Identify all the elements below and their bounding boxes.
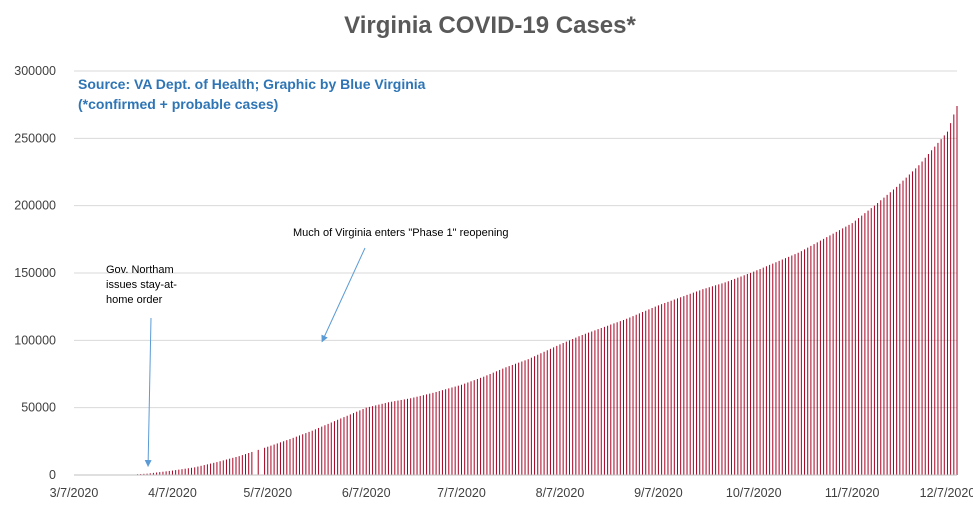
x-tick-label: 3/7/2020	[50, 486, 99, 500]
annotation-stay-at-home: home order	[106, 294, 163, 306]
annotation-stay-at-home: issues stay-at-	[106, 279, 177, 291]
arrow-stay-at-home	[144, 317, 152, 468]
x-tick-label: 9/7/2020	[634, 486, 683, 500]
x-tick-label: 7/7/2020	[437, 486, 486, 500]
source-line-1: Source: VA Dept. of Health; Graphic by B…	[78, 76, 426, 92]
y-tick-label: 150000	[14, 266, 56, 280]
y-tick-label: 200000	[14, 199, 56, 213]
x-tick-label: 11/7/2020	[825, 486, 880, 500]
x-tick-label: 6/7/2020	[342, 486, 391, 500]
x-tick-label: 5/7/2020	[243, 486, 292, 500]
y-tick-label: 50000	[21, 401, 56, 415]
x-tick-label: 8/7/2020	[536, 486, 585, 500]
annotation-stay-at-home: Gov. Northam	[106, 264, 174, 276]
annotations: Gov. Northam issues stay-at-home order Muc…	[106, 227, 509, 468]
x-tick-label: 4/7/2020	[148, 486, 197, 500]
x-tick-label: 10/7/2020	[726, 486, 782, 500]
bars	[137, 106, 958, 475]
arrow-phase-1	[321, 247, 366, 343]
chart-title: Virginia COVID-19 Cases*	[344, 12, 636, 39]
y-tick-label: 0	[49, 468, 56, 482]
x-tick-label: 12/7/2020	[920, 486, 973, 500]
y-tick-label: 100000	[14, 333, 56, 347]
source-line-2: (*confirmed + probable cases)	[78, 96, 278, 112]
y-tick-label: 300000	[14, 64, 56, 78]
axes: 0 50000 100000 150000 200000 250000 300000 3/7/…	[14, 64, 973, 500]
y-tick-label: 250000	[14, 131, 56, 145]
annotation-phase-1: Much of Virginia enters "Phase 1" reopen…	[293, 227, 509, 239]
gridlines	[74, 70, 957, 409]
